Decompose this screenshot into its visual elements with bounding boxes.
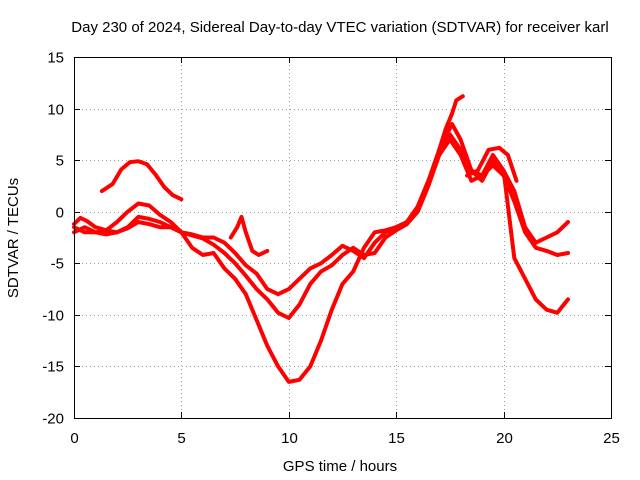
axis-ticks: 0 5 10 15 20 25 -20 -15 -10 -5 0 5 10 15	[42, 50, 620, 448]
x-tick-label: 20	[496, 430, 513, 447]
series-line-5	[228, 214, 270, 257]
x-tick-label: 25	[603, 430, 620, 447]
y-tick-label: -5	[51, 256, 64, 273]
x-tick-label: 5	[177, 430, 185, 447]
series-line-4	[72, 137, 570, 384]
chart-title: Day 230 of 2024, Sidereal Day-to-day VTE…	[71, 19, 608, 36]
y-axis-label: SDTVAR / TECUs	[5, 178, 22, 298]
x-axis-label: GPS time / hours	[283, 458, 397, 475]
x-tick-label: 0	[70, 430, 78, 447]
y-tick-label: -10	[42, 308, 64, 325]
series-line-2	[72, 94, 465, 297]
y-tick-label: -20	[42, 411, 64, 428]
x-tick-label: 15	[388, 430, 405, 447]
y-tick-label: -15	[42, 359, 64, 376]
series-line-6	[437, 122, 570, 245]
y-tick-label: 15	[47, 50, 64, 67]
grid	[74, 57, 611, 418]
series-layer	[72, 94, 570, 384]
y-tick-label: 10	[47, 102, 64, 119]
x-tick-label: 10	[281, 430, 298, 447]
plot-frame	[74, 57, 612, 419]
series-line-1	[99, 159, 184, 202]
series-line-7	[465, 145, 519, 183]
y-tick-label: 5	[56, 153, 64, 170]
y-tick-label: 0	[56, 205, 64, 222]
